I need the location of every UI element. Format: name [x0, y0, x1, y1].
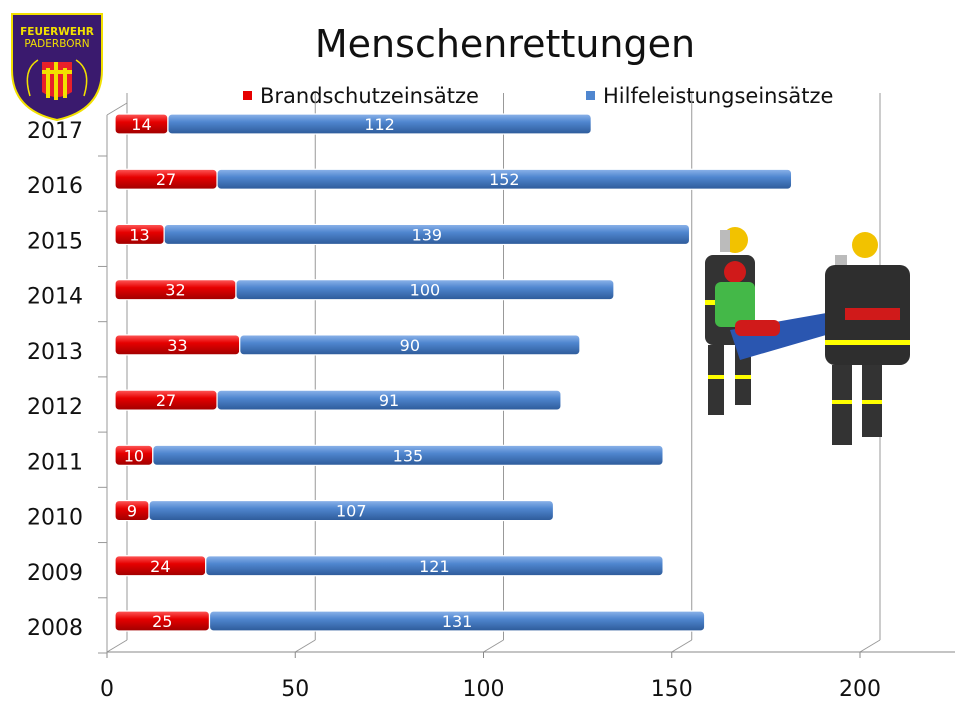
- bar-segment-hilfeleistung: 100: [235, 279, 615, 301]
- bar-segment-brandschutz: 14: [114, 113, 169, 135]
- x-tick-label: 200: [839, 677, 881, 702]
- y-tick-label: 2016: [27, 174, 83, 199]
- bar-segment-brandschutz: 27: [114, 389, 218, 411]
- bar: [239, 334, 581, 356]
- data-label: 13: [129, 225, 149, 244]
- y-tick-label: 2017: [27, 119, 83, 144]
- gridline-floor: [671, 639, 693, 653]
- data-label: 33: [167, 336, 187, 355]
- bar-segment-hilfeleistung: 90: [239, 334, 581, 356]
- bar: [163, 223, 691, 246]
- bar-segment-brandschutz: 27: [114, 168, 218, 190]
- firefighter-rescue-illustration: [705, 227, 910, 445]
- y-axis-top: [106, 102, 128, 116]
- data-label: 27: [156, 170, 176, 189]
- legend-swatch-blue: [586, 91, 595, 100]
- legend-label: Hilfeleistungseinsätze: [603, 84, 834, 108]
- bar-segment-hilfeleistung: 152: [216, 168, 793, 190]
- bar-segment-brandschutz: 9: [114, 499, 150, 522]
- legend-item-brandschutz: Brandschutzeinsätze: [243, 84, 479, 108]
- bar-segment-hilfeleistung: 131: [208, 610, 706, 632]
- data-label: 10: [124, 446, 144, 465]
- gridline-floor: [294, 639, 316, 653]
- y-tick-label: 2008: [27, 616, 83, 641]
- bar-segment-brandschutz: 10: [114, 444, 154, 466]
- bar-segment-brandschutz: 25: [114, 610, 211, 632]
- gridline-floor: [106, 639, 128, 653]
- legend-label: Brandschutzeinsätze: [260, 84, 479, 108]
- legend-swatch-red: [243, 91, 252, 100]
- data-label: 32: [165, 281, 185, 300]
- bar-segment-hilfeleistung: 91: [216, 389, 562, 411]
- bar-segment-brandschutz: 24: [114, 555, 207, 577]
- y-tick-label: 2010: [27, 506, 83, 531]
- x-tick-label: 150: [651, 677, 693, 702]
- bar-segment-hilfeleistung: 135: [152, 444, 664, 466]
- x-tick-label: 0: [100, 677, 114, 702]
- data-label: 135: [393, 446, 424, 465]
- logo: FEUERWEHR PADERBORN: [11, 13, 103, 122]
- bar: [216, 168, 793, 190]
- data-label: 25: [152, 612, 172, 631]
- bar-segment-brandschutz: 33: [114, 334, 241, 356]
- gridline-floor: [859, 639, 881, 653]
- logo-text-1: FEUERWEHR: [20, 26, 94, 38]
- chart-title: Menschenrettungen: [314, 22, 696, 66]
- bar-segment-hilfeleistung: 139: [163, 223, 691, 246]
- bar-segment-brandschutz: 32: [114, 279, 237, 301]
- y-tick-label: 2015: [27, 229, 83, 254]
- legend-item-hilfeleistung: Hilfeleistungseinsätze: [586, 84, 833, 108]
- data-label: 24: [150, 557, 170, 576]
- data-label: 107: [336, 502, 367, 521]
- bar: [235, 279, 615, 301]
- data-label: 112: [364, 115, 395, 134]
- logo-text-2: PADERBORN: [24, 38, 89, 50]
- bar-segment-hilfeleistung: 121: [205, 555, 664, 577]
- y-tick-label: 2011: [27, 450, 83, 475]
- data-label: 9: [127, 502, 137, 521]
- gridline-floor: [483, 639, 504, 653]
- bar: [216, 389, 562, 411]
- bar-segment-brandschutz: 13: [114, 223, 165, 246]
- y-tick-label: 2013: [27, 340, 83, 365]
- data-label: 90: [400, 336, 420, 355]
- x-tick-label: 100: [463, 677, 505, 702]
- data-label: 100: [410, 281, 441, 300]
- bar-segment-hilfeleistung: 107: [148, 499, 555, 522]
- data-label: 139: [412, 225, 443, 244]
- y-tick-label: 2014: [27, 285, 83, 310]
- y-tick-label: 2009: [27, 561, 83, 586]
- bar: [167, 113, 592, 135]
- bar: [152, 444, 664, 466]
- data-label: 27: [156, 391, 176, 410]
- bar-segment-hilfeleistung: 112: [167, 113, 592, 135]
- bar: [148, 499, 555, 522]
- data-label: 91: [379, 391, 399, 410]
- data-label: 152: [489, 170, 520, 189]
- y-tick-label: 2012: [27, 395, 83, 420]
- bar: [205, 555, 664, 577]
- x-tick-label: 50: [281, 677, 309, 702]
- data-label: 131: [442, 612, 473, 631]
- data-label: 14: [131, 115, 151, 134]
- bar: [208, 610, 706, 632]
- data-label: 121: [419, 557, 450, 576]
